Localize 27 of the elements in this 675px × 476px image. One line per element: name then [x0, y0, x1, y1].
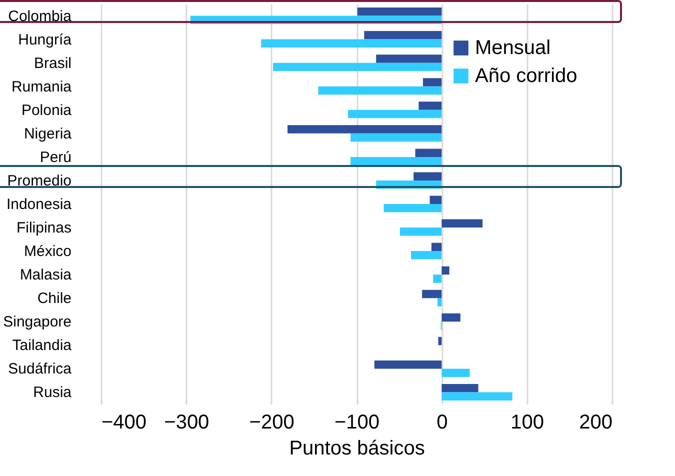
x-tick-label: 0 [436, 412, 448, 434]
x-tick-label: −200 [249, 412, 294, 434]
y-tick-label: Hungría [18, 31, 72, 48]
legend-label: Mensual [475, 37, 551, 59]
x-axis-title: Puntos básicos [289, 438, 425, 460]
y-tick-label: Chile [37, 290, 72, 308]
y-tick-label: México [24, 243, 72, 260]
y-tick-label: Polonia [21, 102, 72, 119]
y-tick-label: Sudáfrica [8, 360, 72, 378]
x-tick-label: −100 [334, 412, 380, 434]
y-tick-label: Indonesia [6, 196, 72, 213]
y-tick-label: Rusia [33, 384, 72, 402]
x-tick-label: 200 [579, 412, 612, 434]
y-tick-label: Rumania [11, 78, 72, 96]
y-tick-label: Promedio [7, 172, 72, 190]
x-tick-label: −400 [102, 412, 147, 434]
x-tick-label: −300 [164, 412, 210, 434]
y-tick-label: Perú [40, 148, 72, 166]
x-tick-label: 100 [510, 412, 544, 434]
y-tick-label: Malasia [20, 266, 72, 284]
y-tick-label: Tailandia [12, 337, 72, 354]
y-tick-label: Nigeria [24, 125, 72, 142]
y-tick-label: Brasil [34, 54, 72, 72]
legend-label: Año corrido [475, 65, 578, 87]
y-tick-label: Filipinas [16, 220, 72, 237]
y-tick-label: Colombia [8, 8, 72, 25]
y-tick-label: Singapore [3, 314, 72, 331]
